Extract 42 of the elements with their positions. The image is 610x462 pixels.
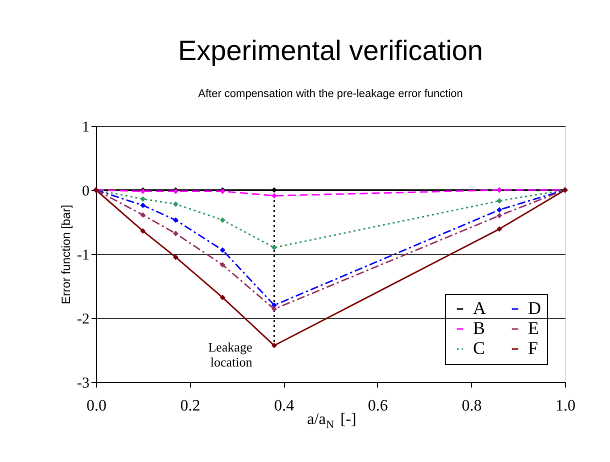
chart-subtitle: After compensation with the pre-leakage error function [198,88,463,100]
y-tick-label: -3 [77,376,90,392]
y-axis-title: Error function [bar] [59,204,74,304]
point [220,294,226,300]
point [496,198,502,204]
point [172,230,178,236]
point [140,212,146,218]
x-tick-label: 1.0 [556,398,576,414]
point [172,254,178,260]
point [271,306,277,312]
point [496,207,502,213]
y-tick-label: 0 [82,184,90,200]
point [220,247,226,253]
point [271,342,277,348]
point [140,196,146,202]
point [271,193,277,198]
x-tick-label: 0.4 [274,398,294,414]
x-tick-label: 0.6 [368,398,388,414]
legend-label: D [528,298,541,318]
point [140,228,146,234]
legend-label: B [473,318,486,338]
point [496,226,502,232]
annotation: Leakage location [208,340,253,370]
x-tick-label: 0.0 [86,398,106,414]
point [271,302,277,308]
point [271,244,277,250]
point [172,201,178,207]
legend-label: C [473,338,486,358]
chart-title: Experimental verification [178,35,484,66]
point [172,217,178,223]
point [496,212,502,218]
legend-label: F [528,338,538,358]
point [140,202,146,208]
legend-label: E [528,318,539,338]
legend-label: A [473,298,486,318]
y-tick-label: -2 [77,312,90,328]
point [220,217,226,223]
point [220,262,226,268]
y-tick-label: -1 [77,248,90,264]
x-tick-label: 0.2 [180,398,200,414]
y-tick-label: 1 [82,120,90,136]
x-tick-label: 0.8 [462,398,482,414]
